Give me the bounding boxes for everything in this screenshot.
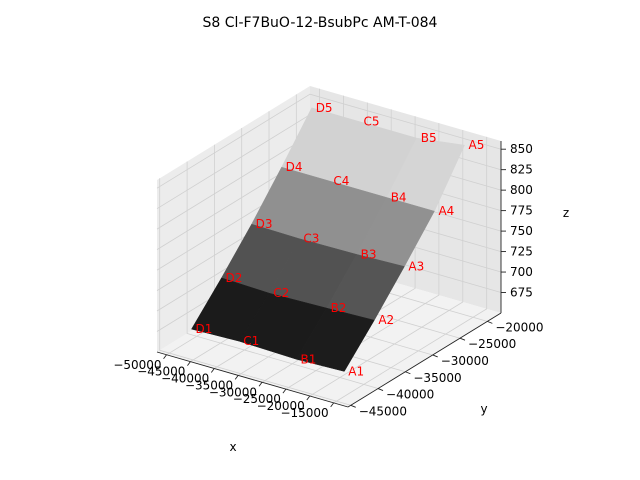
z-tick-label: 750 (510, 224, 533, 238)
z-tick-label: 775 (510, 204, 533, 218)
y-tick-label: −30000 (441, 354, 489, 368)
point-label-a5: A5 (468, 138, 484, 152)
y-gridline (186, 161, 379, 389)
x-axis-label: x (229, 440, 236, 454)
x-tick-label: −50000 (113, 358, 161, 372)
point-label-a1: A1 (348, 364, 364, 378)
y-tick-label: −45000 (359, 404, 407, 418)
z-tick-label: 800 (510, 183, 533, 197)
y-tick-label: −20000 (495, 320, 543, 334)
y-tick (459, 337, 466, 341)
z-tick-label: 725 (510, 245, 533, 259)
point-label-b5: B5 (421, 131, 437, 145)
left-pane (157, 86, 310, 352)
y-tick (350, 404, 356, 408)
y-tick-label: −25000 (468, 337, 516, 351)
chart-title: S8 Cl-F7BuO-12-BsubPc AM-T-084 (203, 15, 438, 31)
point-label-a4: A4 (438, 204, 454, 218)
x-tick (282, 388, 287, 394)
point-label-c4: C4 (333, 174, 349, 188)
point-label-b3: B3 (361, 247, 377, 261)
point-label-d2: D2 (226, 271, 243, 285)
x-tick (210, 368, 215, 373)
point-label-b2: B2 (331, 301, 347, 315)
point-label-d3: D3 (256, 217, 273, 231)
x-gridline (309, 130, 464, 397)
point-label-c5: C5 (363, 115, 379, 129)
x-tick-label: −20000 (257, 399, 305, 413)
y-tick (377, 388, 384, 391)
z-tick-label: 850 (510, 142, 533, 156)
z-gridline (156, 93, 502, 189)
y-tick (405, 371, 411, 375)
x-tick-label: −30000 (209, 385, 257, 399)
surface-patch (296, 307, 375, 372)
point-label-b1: B1 (301, 352, 317, 366)
point-label-c3: C3 (303, 232, 319, 246)
axis-ticks: −50000−45000−40000−35000−30000−25000−200… (113, 142, 543, 420)
x-tick (306, 395, 311, 401)
x-tick-label: −45000 (137, 365, 185, 379)
z-tick-label: 675 (510, 286, 533, 300)
z-axis-label: z (563, 206, 569, 220)
x-tick-label: −35000 (185, 378, 233, 392)
point-label-c2: C2 (273, 286, 289, 300)
point-label-d4: D4 (286, 160, 303, 174)
y-axis-line (347, 312, 502, 408)
x-tick (163, 354, 167, 360)
point-label-b4: B4 (391, 190, 407, 204)
x-tick (234, 375, 239, 380)
y-tick-label: −40000 (386, 388, 434, 402)
x-axis-line (156, 351, 349, 408)
x-gridline (333, 136, 488, 404)
x-tick-label: −40000 (161, 372, 209, 386)
surface-patches (191, 107, 465, 372)
x-tick (258, 381, 263, 387)
point-label-d5: D5 (316, 101, 333, 115)
z-tick-label: 825 (510, 163, 533, 177)
y-gridline (159, 178, 351, 406)
point-label-a3: A3 (408, 260, 424, 274)
y-axis-label: y (480, 402, 487, 416)
z-tick-label: 700 (510, 265, 533, 279)
point-label-d1: D1 (195, 322, 212, 336)
point-labels: D1 C1 B1 A1 D2 C2 B2 A2 D3 C3 B3 A3 D4 C4 B4 A4 D5 C5 B5 A5 (195, 101, 484, 379)
point-label-c1: C1 (243, 334, 259, 348)
x-tick-label: −15000 (280, 406, 328, 420)
x-tick (330, 402, 335, 408)
y-tick (432, 354, 438, 358)
x-tick (187, 361, 191, 366)
y-tick (487, 320, 493, 324)
point-label-a2: A2 (378, 313, 394, 327)
x-tick-label: −25000 (233, 392, 281, 406)
y-tick-label: −35000 (413, 371, 461, 385)
